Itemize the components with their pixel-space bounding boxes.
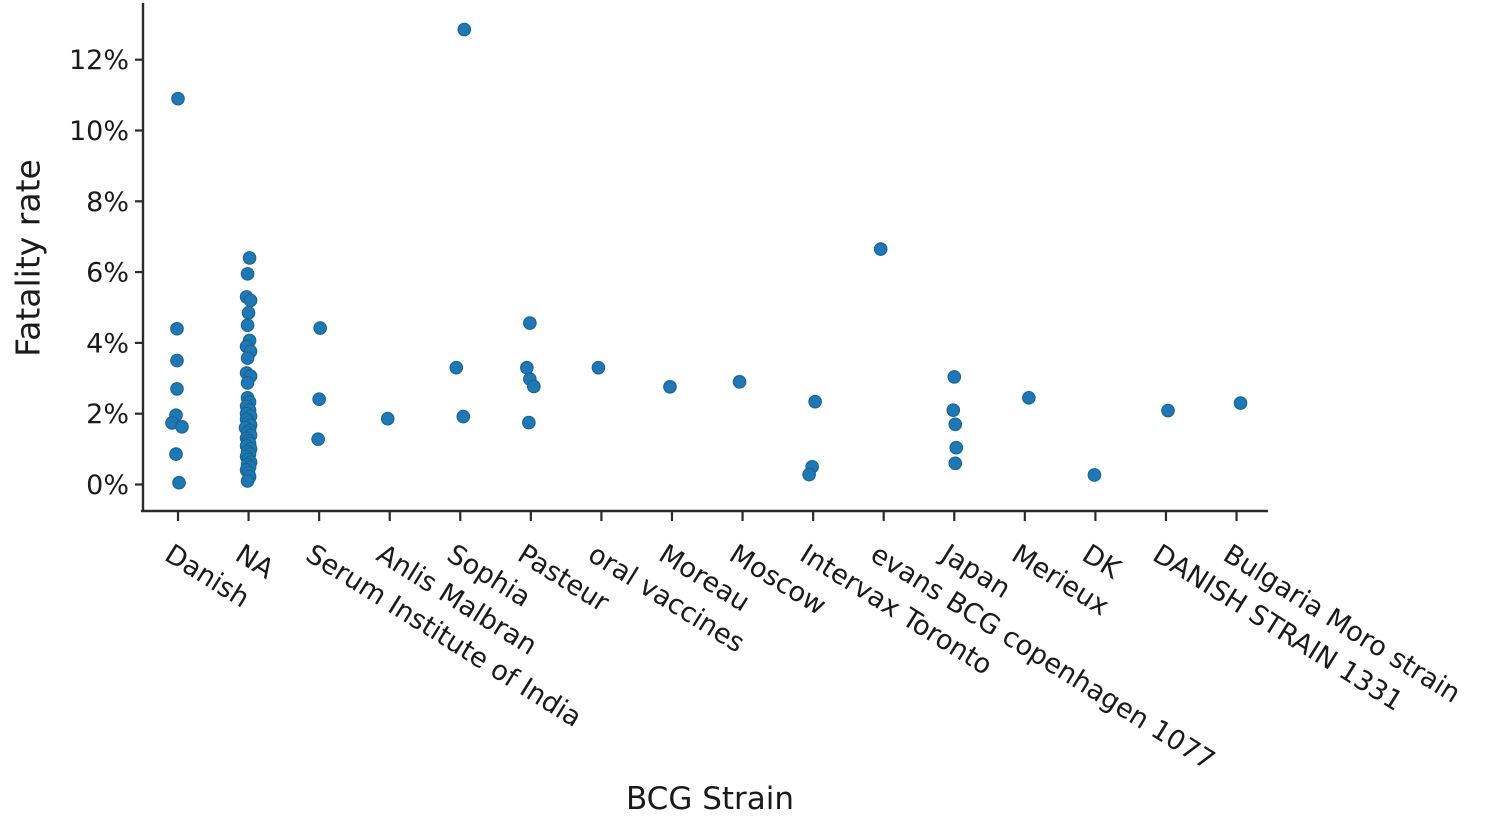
data-point: [312, 392, 326, 406]
data-point: [240, 474, 255, 488]
data-point: [449, 360, 464, 375]
data-point: [170, 321, 184, 336]
data-point: [873, 242, 888, 256]
data-point: [948, 417, 963, 432]
data-point: [456, 409, 471, 424]
data-point: [522, 415, 536, 430]
data-point: [1161, 403, 1175, 418]
y-tick-label: 8%: [86, 187, 129, 218]
data-point: [171, 91, 185, 106]
data-point: [170, 353, 184, 368]
data-point: [802, 467, 816, 482]
data-point: [1022, 390, 1036, 405]
y-tick-label: 2%: [86, 399, 129, 430]
x-axis-title: BCG Strain: [625, 781, 795, 817]
y-tick-label: 12%: [69, 45, 129, 76]
data-point: [311, 432, 325, 446]
data-point: [313, 321, 327, 335]
data-point: [240, 376, 255, 390]
data-point: [457, 22, 472, 37]
data-point: [946, 403, 961, 417]
data-point: [808, 394, 822, 409]
data-point: [732, 375, 747, 389]
data-point: [527, 379, 541, 394]
data-point: [240, 351, 255, 365]
data-point: [1233, 396, 1248, 410]
data-point: [949, 440, 964, 455]
data-point: [242, 251, 257, 265]
y-tick-label: 6%: [86, 258, 129, 289]
y-tick-label: 0%: [86, 470, 129, 501]
data-point: [241, 306, 256, 320]
data-point: [172, 475, 186, 490]
data-point: [1087, 468, 1102, 482]
data-point: [380, 411, 395, 426]
y-tick-label: 4%: [86, 328, 129, 359]
y-tick-label: 10%: [69, 116, 129, 147]
data-point: [523, 316, 537, 330]
data-point: [591, 360, 606, 375]
data-point: [240, 267, 255, 281]
data-point: [240, 318, 255, 333]
data-point: [170, 382, 184, 396]
data-point: [947, 370, 962, 384]
y-axis-title: Fatality rate: [8, 159, 48, 357]
data-point: [175, 419, 189, 434]
data-point: [243, 293, 258, 308]
data-point: [663, 379, 677, 394]
data-point: [948, 456, 963, 471]
data-point: [520, 360, 534, 375]
data-point: [169, 447, 183, 461]
